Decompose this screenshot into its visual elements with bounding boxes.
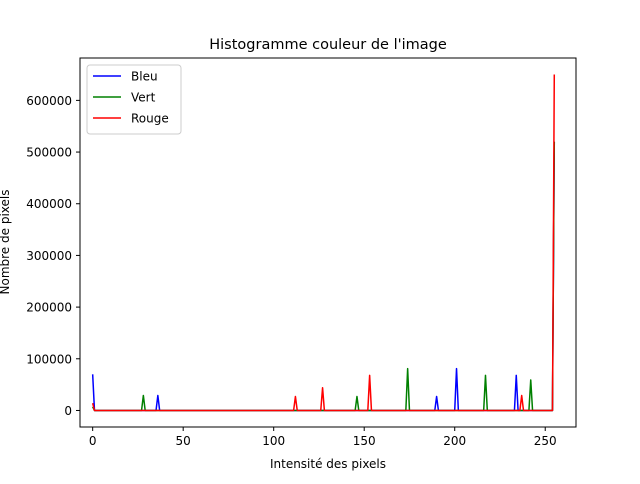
x-tick-label: 150 bbox=[353, 434, 376, 448]
y-tick-label: 300000 bbox=[26, 249, 72, 263]
x-tick-label: 0 bbox=[89, 434, 97, 448]
series-line-rouge bbox=[91, 74, 556, 412]
y-tick-label: 200000 bbox=[26, 301, 72, 315]
y-tick-label: 100000 bbox=[26, 352, 72, 366]
y-axis-label: Nombre de pixels bbox=[0, 190, 12, 295]
x-tick-label: 50 bbox=[176, 434, 191, 448]
y-tick-label: 0 bbox=[64, 404, 72, 418]
plot-frame bbox=[79, 57, 577, 428]
axis-ticks: 0 50 100 150 200 250 0 100000 200000 300000 400000… bbox=[26, 94, 556, 448]
y-tick-label: 400000 bbox=[26, 197, 72, 211]
legend: Bleu Vert Rouge bbox=[86, 64, 182, 135]
x-tick-label: 250 bbox=[534, 434, 557, 448]
legend-label: Bleu bbox=[131, 70, 158, 84]
legend-label: Rouge bbox=[131, 112, 169, 126]
x-tick-label: 200 bbox=[443, 434, 466, 448]
x-axis-label: Intensité des pixels bbox=[270, 457, 386, 471]
chart-title: Histogramme couleur de l'image bbox=[209, 37, 447, 53]
y-tick-label: 500000 bbox=[26, 146, 72, 160]
y-tick-label: 600000 bbox=[26, 94, 72, 108]
series-lines bbox=[91, 74, 556, 412]
legend-box bbox=[86, 64, 182, 135]
x-tick-label: 100 bbox=[262, 434, 285, 448]
legend-label: Vert bbox=[131, 91, 156, 105]
